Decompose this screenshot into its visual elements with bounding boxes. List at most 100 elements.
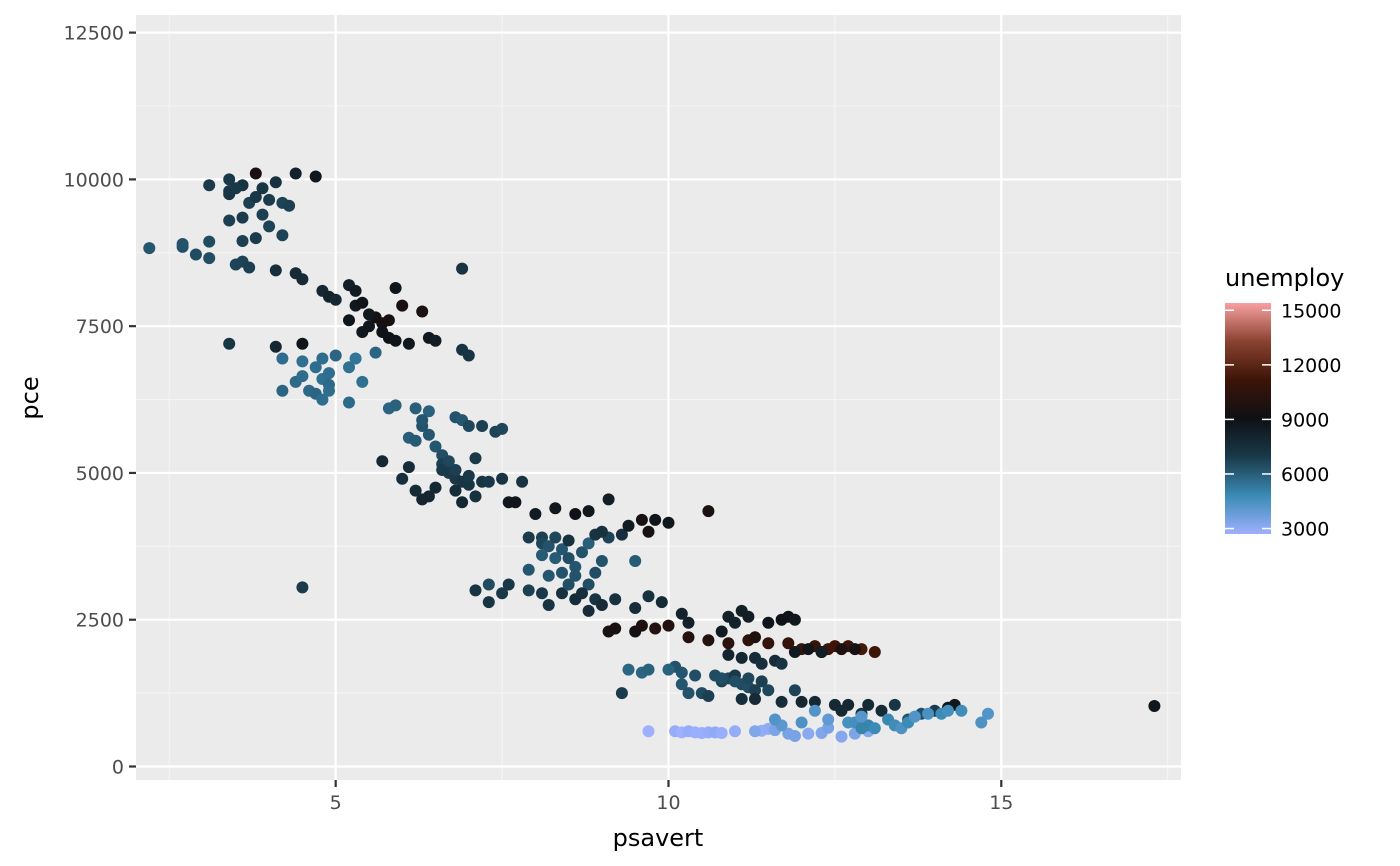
data-point — [323, 367, 335, 380]
data-point — [429, 481, 442, 494]
data-point — [855, 710, 868, 723]
data-point — [482, 578, 495, 591]
legend-label: 15000 — [1281, 300, 1341, 322]
data-point — [615, 528, 628, 541]
data-point — [536, 587, 548, 600]
y-tick-label: 7500 — [76, 316, 124, 338]
grid-major — [136, 15, 1181, 780]
y-axis-title: pce — [16, 376, 44, 419]
data-point — [609, 622, 622, 635]
data-point — [722, 648, 735, 661]
data-point — [922, 707, 935, 720]
data-point — [389, 334, 402, 347]
data-point — [496, 472, 509, 485]
data-point — [635, 513, 648, 526]
y-tick-label: 10000 — [64, 169, 124, 191]
data-point — [629, 602, 642, 614]
data-point — [742, 610, 755, 623]
data-point — [556, 587, 568, 600]
data-point — [536, 549, 548, 562]
data-point — [835, 704, 848, 717]
data-point — [416, 493, 429, 506]
data-point — [522, 584, 535, 597]
data-point — [516, 475, 529, 488]
legend-label: 12000 — [1281, 355, 1341, 377]
data-point — [868, 646, 881, 658]
data-point — [316, 393, 329, 406]
data-point — [675, 678, 688, 691]
data-point — [429, 440, 442, 453]
data-point — [662, 516, 675, 529]
data-point — [329, 293, 342, 306]
data-point — [735, 693, 748, 705]
data-point — [462, 469, 475, 482]
data-point — [802, 727, 815, 740]
data-point — [595, 555, 608, 567]
data-point — [203, 235, 216, 248]
data-point — [189, 248, 202, 261]
data-point — [722, 637, 735, 650]
data-point — [788, 646, 801, 658]
data-point — [456, 496, 469, 509]
data-point — [289, 167, 302, 180]
data-point — [576, 546, 588, 559]
data-point — [402, 337, 415, 350]
data-point — [715, 672, 728, 685]
data-point — [442, 455, 455, 468]
data-point — [562, 534, 575, 547]
data-point — [942, 704, 954, 717]
data-point — [316, 352, 329, 365]
data-point — [409, 484, 422, 497]
data-point — [343, 361, 355, 374]
data-point — [309, 361, 322, 374]
data-point — [848, 643, 861, 656]
legend-colorbar — [1225, 303, 1271, 534]
data-point — [349, 284, 362, 297]
data-point — [582, 604, 595, 617]
data-point — [569, 508, 582, 520]
data-point — [502, 578, 515, 591]
data-point — [649, 622, 662, 635]
data-point — [975, 716, 988, 729]
data-point — [356, 326, 369, 338]
data-point — [296, 337, 309, 350]
data-point — [369, 346, 382, 359]
data-point — [875, 704, 888, 717]
data-point — [862, 698, 875, 711]
data-point — [382, 314, 395, 327]
data-point — [449, 484, 462, 497]
data-point — [462, 478, 475, 491]
data-point — [329, 349, 342, 362]
data-point — [729, 675, 741, 688]
data-point — [416, 305, 429, 318]
data-point — [223, 337, 236, 350]
data-point — [682, 616, 695, 629]
data-point — [396, 472, 409, 485]
data-point — [416, 414, 429, 427]
data-point — [476, 420, 489, 432]
data-point — [223, 173, 236, 186]
data-point — [735, 651, 748, 664]
y-tick-label: 2500 — [76, 610, 124, 632]
data-point — [629, 555, 642, 567]
data-point — [509, 496, 522, 509]
data-point — [729, 616, 741, 629]
data-point — [595, 525, 608, 538]
data-point — [888, 698, 901, 711]
data-point — [276, 384, 289, 397]
data-point — [549, 502, 562, 515]
data-point — [143, 242, 156, 255]
data-point — [276, 229, 289, 242]
data-point — [469, 490, 482, 503]
data-point — [682, 687, 695, 700]
data-point — [263, 193, 276, 206]
data-point — [363, 308, 375, 321]
data-point — [655, 596, 668, 609]
data-point — [662, 663, 675, 676]
data-point — [755, 675, 768, 688]
data-point — [582, 505, 595, 518]
data-point — [409, 434, 422, 447]
data-point — [642, 590, 655, 603]
data-point — [808, 695, 821, 708]
data-point — [236, 211, 249, 224]
